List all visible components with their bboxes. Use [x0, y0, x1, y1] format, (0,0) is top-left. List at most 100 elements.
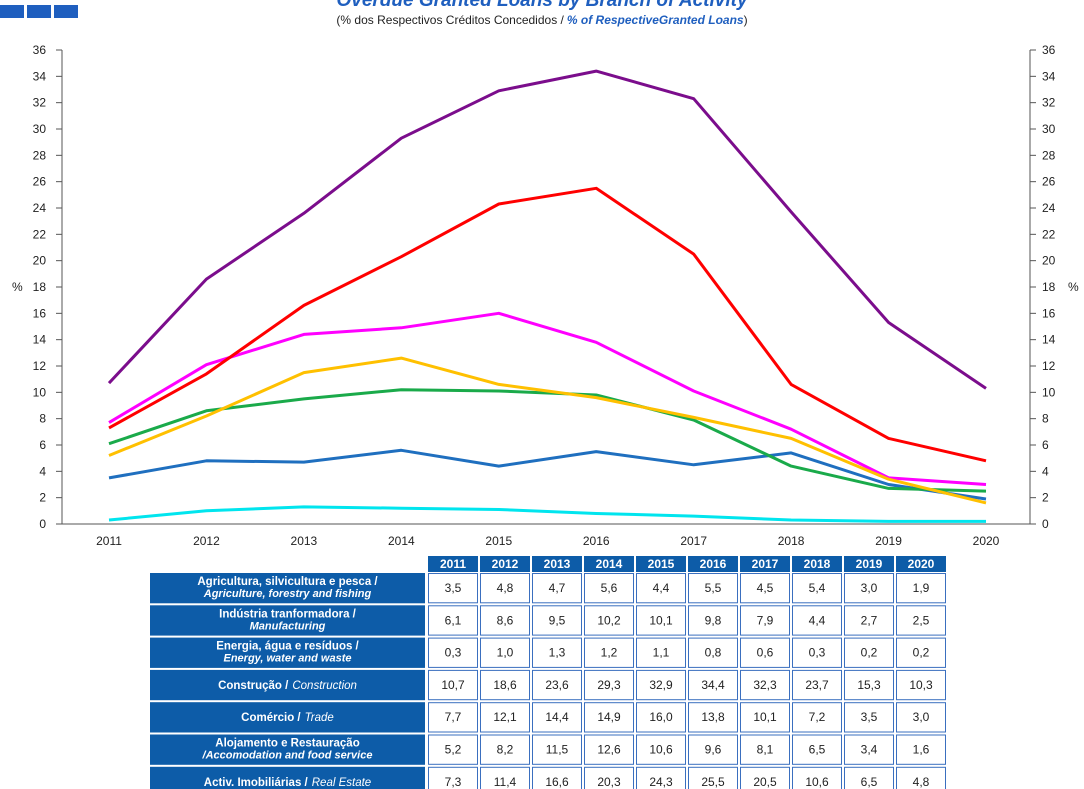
table-row-label-pt: Activ. Imobiliárias / — [204, 777, 309, 789]
y-tick-label-left: 20 — [33, 254, 47, 268]
subtitle-close: ) — [744, 13, 748, 27]
table-row-label-en: Construction — [292, 680, 357, 692]
series-line — [108, 356, 987, 505]
logo-block — [0, 5, 24, 18]
table-value-cell — [740, 734, 790, 765]
table-value-cell — [740, 766, 790, 789]
y-tick-label-left: 8 — [39, 412, 46, 426]
table-value-cell — [896, 573, 946, 604]
table-row-label-en: Energy, water and waste — [224, 653, 352, 665]
table-value: 12,1 — [493, 710, 517, 724]
table-value-cell — [428, 573, 478, 604]
table-value: 0,3 — [809, 646, 826, 660]
table-header-cell — [740, 556, 790, 572]
table-value: 10,1 — [753, 710, 777, 724]
table-row-label-en: /Accomodation and food service — [202, 750, 373, 762]
y-tick-label-left: 22 — [33, 227, 47, 241]
y-tick-label-right: 12 — [1042, 359, 1056, 373]
table-header-year: 2016 — [700, 557, 727, 571]
table-value-cell — [844, 766, 894, 789]
table-value: 3,0 — [861, 581, 878, 595]
table-value: 32,3 — [753, 678, 777, 692]
y-tick-label-left: 18 — [33, 280, 47, 294]
table-value-cell — [428, 766, 478, 789]
table-value: 9,6 — [705, 743, 722, 757]
table-value: 9,5 — [549, 613, 566, 627]
table-value: 5,6 — [601, 581, 618, 595]
table-value: 4,4 — [809, 613, 826, 627]
table-value-cell — [896, 702, 946, 733]
table-value: 23,6 — [545, 678, 569, 692]
table-value: 5,5 — [705, 581, 722, 595]
table-row-label-cell — [150, 605, 425, 636]
series-line — [108, 186, 987, 463]
table-value-cell — [896, 637, 946, 668]
table-value: 20,3 — [597, 775, 621, 789]
y-tick-label-left: 2 — [39, 491, 46, 505]
table-value-cell — [584, 573, 634, 604]
table-value: 10,7 — [441, 678, 465, 692]
x-tick-label: 2018 — [778, 534, 805, 548]
table-row-label: Construção / Construction — [218, 680, 357, 692]
table-value-cell — [584, 669, 634, 701]
y-tick-label-left: 12 — [33, 359, 47, 373]
table-value: 8,2 — [497, 743, 514, 757]
table-value: 4,8 — [497, 581, 514, 595]
table-value-cell — [896, 605, 946, 636]
y-tick-label-right: 22 — [1042, 227, 1056, 241]
table-value-cell — [480, 605, 530, 636]
y-tick-label-left: 14 — [33, 333, 47, 347]
table-header-cell — [636, 556, 686, 572]
y-tick-label-left: 24 — [33, 201, 47, 215]
table-value-cell — [844, 734, 894, 765]
table-row-label-pt: Indústria tranformadora / — [219, 608, 357, 620]
y-tick-label-right: 28 — [1042, 148, 1056, 162]
table-value: 1,1 — [653, 646, 670, 660]
table-value: 1,6 — [913, 743, 930, 757]
table-value-cell — [792, 734, 842, 765]
y-tick-label-right: 32 — [1042, 96, 1056, 110]
table-row-label-en: Agriculture, forestry and fishing — [203, 588, 372, 600]
table-row-label: Comércio / Trade — [241, 712, 334, 724]
table-header-year: 2020 — [908, 557, 935, 571]
table-value-cell — [792, 573, 842, 604]
table-value: 4,4 — [653, 581, 670, 595]
table-value: 3,5 — [445, 581, 462, 595]
table-value: 0,8 — [705, 646, 722, 660]
series-line — [107, 69, 987, 390]
table-value-cell — [792, 669, 842, 701]
table-value: 13,8 — [701, 710, 725, 724]
table-header-cell — [428, 556, 478, 572]
table-value: 1,3 — [549, 646, 566, 660]
table-row-label-pt: Agricultura, silvicultura e pesca / — [197, 576, 378, 588]
table-value-cell — [584, 766, 634, 789]
table-header-year: 2011 — [440, 557, 466, 571]
table-header-cell — [584, 556, 634, 572]
table-value: 10,2 — [597, 613, 621, 627]
y-tick-label-right: 8 — [1042, 412, 1049, 426]
table-value-cell — [584, 702, 634, 733]
table-value-cell — [688, 734, 738, 765]
table-value-cell — [636, 573, 686, 604]
table-row-label-cell — [150, 573, 425, 604]
table-value: 15,3 — [857, 678, 881, 692]
table-value-cell — [532, 669, 582, 701]
table-header-cell — [480, 556, 530, 572]
chart-title: Overdue Granted Loans by Branch of Activ… — [336, 0, 748, 11]
x-tick-label: 2015 — [485, 534, 512, 548]
y-tick-label-left: 26 — [33, 175, 47, 189]
x-tick-label: 2019 — [875, 534, 902, 548]
table-header-year: 2017 — [752, 557, 779, 571]
y-tick-label-right: 20 — [1042, 254, 1056, 268]
table-value: 0,3 — [445, 646, 462, 660]
table-value: 2,7 — [861, 613, 878, 627]
table-row-label-cell — [150, 702, 425, 733]
table-value: 10,3 — [909, 678, 933, 692]
table-value: 11,5 — [546, 743, 569, 757]
table-value-cell — [480, 734, 530, 765]
table-value: 12,6 — [597, 743, 621, 757]
table-value-cell — [480, 669, 530, 701]
table-value: 24,3 — [649, 775, 673, 789]
table-value-cell — [532, 573, 582, 604]
